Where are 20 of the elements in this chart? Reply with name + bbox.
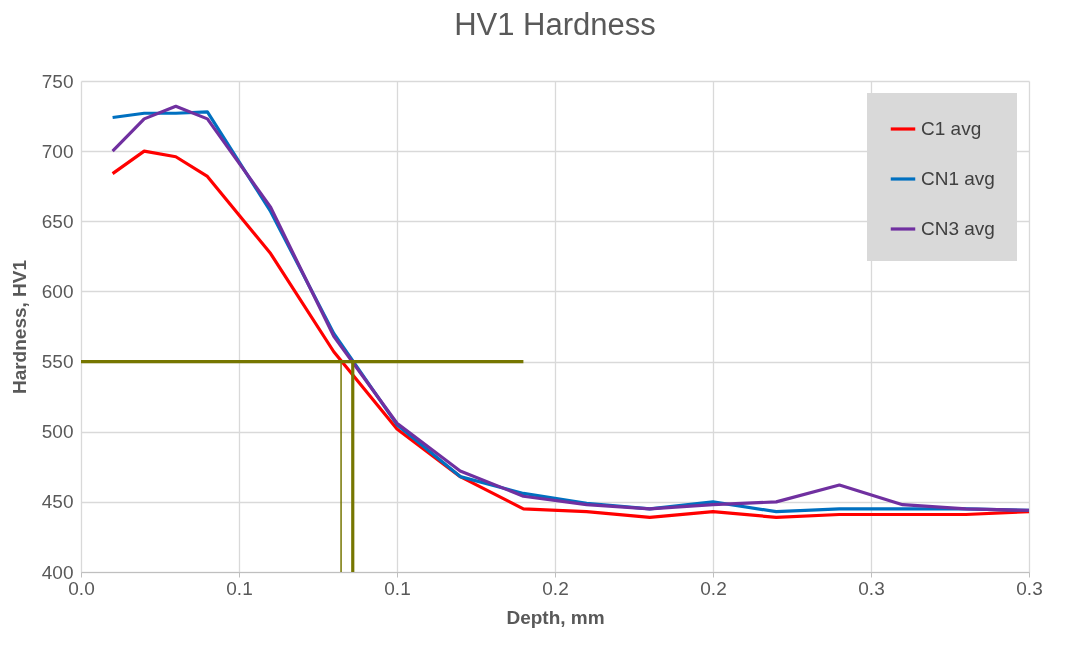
y-tick-label: 750 (41, 70, 74, 92)
legend-label: CN1 avg (921, 168, 995, 189)
chart-title: HV1 Hardness (454, 7, 656, 42)
x-tick-label: 0.1 (384, 577, 411, 599)
y-axis-title: Hardness, HV1 (8, 259, 30, 395)
y-tick-label: 650 (41, 210, 74, 232)
y-tick-label: 700 (41, 140, 74, 162)
x-tick-label: 0.3 (858, 577, 885, 599)
y-tick-label: 450 (41, 491, 74, 513)
x-tick-label: 0.1 (226, 577, 253, 599)
x-tick-label: 0.2 (700, 577, 727, 599)
y-tick-label: 600 (41, 280, 74, 302)
y-tick-label: 400 (41, 561, 74, 583)
x-tick-label: 0.2 (542, 577, 569, 599)
y-tick-label: 500 (41, 421, 74, 443)
x-tick-label: 0.3 (1016, 577, 1043, 599)
y-tick-label: 550 (41, 351, 74, 373)
legend-label: CN3 avg (921, 218, 995, 239)
x-axis-title: Depth, mm (506, 606, 605, 628)
legend-label: C1 avg (921, 118, 982, 139)
